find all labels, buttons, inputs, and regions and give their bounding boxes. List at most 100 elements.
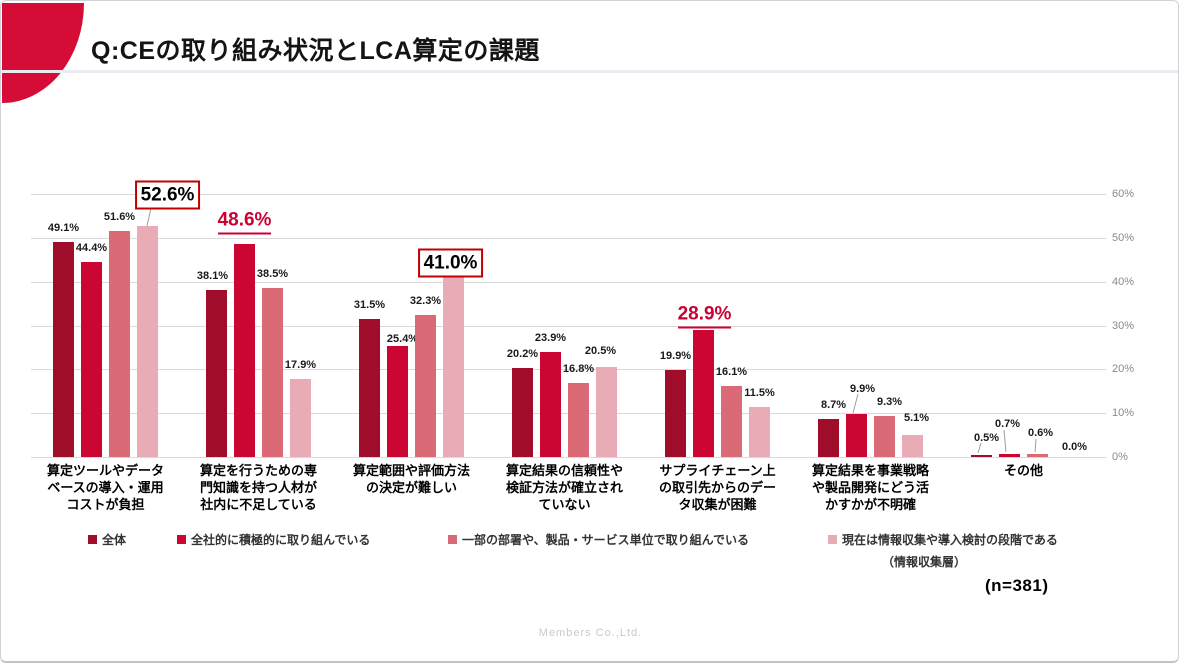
bar	[568, 383, 589, 457]
bar-value-label: 0.6%	[1027, 427, 1054, 440]
leader-line	[146, 207, 152, 227]
legend-label: 現在は情報収集や導入検討の段階である	[842, 533, 1058, 547]
legend-label: 全体	[102, 533, 127, 547]
category-label-line: かすかが不明確	[824, 496, 916, 512]
title-divider	[1, 70, 1178, 73]
category-label: サプライチェーン上 の取引先からのデー タ収集が困難	[633, 463, 803, 514]
bar	[290, 378, 311, 457]
leader-line	[977, 442, 982, 454]
bar	[902, 434, 923, 457]
bar	[53, 241, 74, 457]
bar-value-label: 44.4%	[75, 242, 108, 255]
y-tick-label: 30%	[1112, 319, 1135, 332]
category-label-line: の決定が難しい	[365, 479, 457, 495]
bar-value-label: 0.0%	[1061, 441, 1088, 453]
bar	[971, 454, 992, 457]
bar-value-label: 31.5%	[353, 298, 386, 311]
bar-value-label: 0.7%	[994, 417, 1021, 430]
bar	[596, 367, 617, 457]
gridline	[31, 369, 1106, 371]
bar-value-label: 51.6%	[103, 210, 136, 223]
y-tick-label: 40%	[1112, 275, 1135, 288]
bar-value-label: 9.3%	[876, 396, 903, 409]
category-label: 算定範囲や評価方法 の決定が難しい	[327, 463, 497, 497]
category-label-line: サプライチェーン上	[659, 463, 776, 478]
page-title: Q:CEの取り組み状況とLCA算定の課題	[91, 37, 540, 65]
sample-size: (n=381)	[985, 576, 1049, 595]
watermark: Members Co.,Ltd.	[538, 627, 643, 639]
bar	[749, 406, 770, 457]
bar-value-label: 0.5%	[973, 431, 1000, 444]
bar	[262, 288, 283, 457]
category-label-line: の取引先からのデー	[658, 479, 776, 495]
gridline	[31, 194, 1106, 196]
bar	[415, 315, 436, 457]
bar-value-label: 20.2%	[506, 348, 539, 361]
legend-swatch-icon	[88, 535, 97, 544]
category-label-line: や製品開発にどう活	[811, 479, 929, 495]
legend-item-ichibu: 一部の部署や、製品・サービス単位で取り組んでいる	[448, 531, 749, 548]
gridline	[31, 457, 1106, 458]
category-label-line: 算定ツールやデータ	[46, 463, 164, 478]
category-label-line: その他	[1003, 463, 1043, 478]
bar	[665, 369, 686, 457]
category-label-line: 検証方法が確立され	[505, 479, 623, 495]
category-label: その他	[939, 463, 1109, 480]
bar	[818, 418, 839, 457]
category-label: 算定結果の信頼性や 検証方法が確立され ていない	[480, 463, 650, 514]
bar	[387, 345, 408, 457]
bar-value-label: 25.4%	[386, 332, 419, 345]
category-label: 算定結果を事業戦略 や製品開発にどう活 かすかが不明確	[786, 463, 956, 514]
y-tick-label: 0%	[1112, 451, 1128, 463]
bar-value-label: 38.1%	[196, 270, 229, 282]
bar	[1027, 454, 1048, 457]
category-label-line: 算定を行うための専	[199, 463, 317, 478]
bar	[137, 226, 158, 457]
bar-value-label: 20.5%	[584, 345, 617, 358]
category-label-line: ていない	[538, 496, 591, 512]
legend-note: （情報収集層）	[882, 555, 967, 569]
leader-line	[852, 393, 859, 414]
category-label-line: 算定結果を事業戦略	[811, 463, 929, 478]
bar	[81, 262, 102, 457]
bar-value-label: 41.0%	[417, 248, 484, 278]
leader-line	[1003, 429, 1007, 453]
legend-item-zenshateki: 全社的に積極的に取り組んでいる	[177, 531, 370, 548]
y-tick-label: 50%	[1112, 231, 1135, 244]
y-tick-label: 10%	[1112, 407, 1135, 420]
category-label: 算定ツールやデータ ベースの導入・運用 コストが負担	[21, 463, 191, 514]
bar	[234, 243, 255, 457]
bar-value-label: 32.3%	[409, 295, 442, 308]
legend-label: 一部の部署や、製品・サービス単位で取り組んでいる	[462, 533, 750, 547]
bar-value-label: 19.9%	[659, 349, 692, 362]
bar	[206, 290, 227, 457]
bar-value-label: 16.8%	[562, 363, 595, 376]
bar-value-label: 8.7%	[820, 398, 847, 411]
gridline	[31, 325, 1106, 327]
bar	[443, 277, 464, 457]
bar-value-label: 38.5%	[256, 268, 289, 281]
legend-swatch-icon	[177, 535, 186, 544]
category-label-line: 社内に不足している	[200, 496, 317, 512]
y-tick-label: 60%	[1112, 188, 1135, 201]
bar-value-label: 5.1%	[903, 411, 930, 424]
bar	[109, 230, 130, 457]
legend-swatch-icon	[448, 535, 457, 544]
bar-value-label: 28.9%	[677, 304, 732, 329]
category-label-line: タ収集が困難	[678, 496, 757, 512]
category-label-line: コストが負担	[66, 496, 145, 512]
legend-item-zentai: 全体	[88, 531, 126, 548]
bar-value-label: 11.5%	[744, 386, 775, 399]
bar	[693, 330, 714, 457]
bar-value-label: 17.9%	[284, 358, 317, 371]
bar	[512, 368, 533, 457]
corner-accent-shape	[2, 3, 84, 103]
gridline	[31, 281, 1106, 283]
category-label-line: ベースの導入・運用	[47, 479, 164, 495]
bar	[359, 318, 380, 457]
category-label-line: 算定範囲や評価方法	[352, 463, 470, 478]
bar	[999, 453, 1020, 457]
bar-value-label: 52.6%	[134, 180, 201, 210]
legend-item-johoshushu: 現在は情報収集や導入検討の段階である	[828, 531, 1058, 548]
